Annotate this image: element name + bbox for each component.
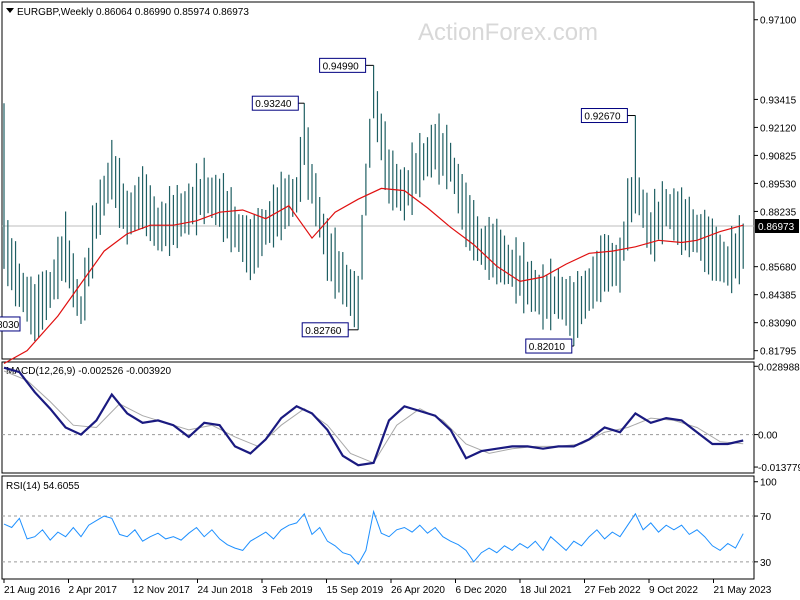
macd-axis: 0.028988 0.00 -0.013779 [754,362,800,474]
ohlc-label: 0.86064 0.86990 0.85974 0.86973 [96,7,249,18]
last-price-badge: 0.86973 [755,219,799,233]
dropdown-triangle-icon [6,8,14,13]
macd-tick-label: -0.013779 [758,463,800,474]
time-tick-label: 9 Oct 2022 [649,585,698,596]
moving-average-line [3,187,744,365]
price-tick-label: 0.89530 [760,179,797,190]
time-tick-label: 24 Jun 2018 [198,585,253,596]
time-tick-label: 3 Feb 2019 [262,585,313,596]
rsi-panel [1,475,755,580]
price-tick-label: 0.83090 [760,319,797,330]
rsi-tick-label: 70 [760,512,772,523]
price-tick-label: 0.92120 [760,123,797,134]
time-tick-label: 27 Feb 2022 [585,585,642,596]
time-tick-label: 21 May 2023 [714,585,772,596]
annotation-box [580,108,628,124]
rsi-axis: 100 70 30 [754,478,777,569]
time-tick-label: 21 Aug 2016 [4,585,61,596]
price-annotations: 0.93240 0.94990 0.92670 0.82760 0.82010 8030 [0,57,636,354]
rsi-title: RSI(14) 54.6055 [6,481,80,492]
price-bars [3,65,744,347]
price-axis: 0.97100 0.93415 0.92120 0.90825 0.89530 0.882… [754,16,797,358]
price-tick-label: 0.81795 [760,347,797,358]
price-tick-label: 0.90825 [760,151,797,162]
price-panel [1,1,755,360]
annotation-label: 0.92670 [584,112,621,123]
annotation-box [525,338,573,354]
time-tick-label: 6 Dec 2020 [456,585,508,596]
annotation-box [251,95,299,111]
watermark: ActionForex.com [418,19,598,46]
annotation-label: 0.94990 [323,61,360,72]
rsi-levels [2,515,754,563]
annotation-label: 8030 [0,320,20,331]
annotation-label: 0.82010 [529,342,566,353]
time-axis: 21 Aug 2016 2 Apr 2017 12 Nov 2017 24 Jun 2… [3,579,772,596]
time-tick-label: 2 Apr 2017 [69,585,118,596]
last-price-value: 0.86973 [758,222,795,233]
time-tick-label: 15 Sep 2019 [327,585,384,596]
rsi-tick-label: 30 [760,558,772,569]
price-tick-label: 0.97100 [760,16,797,27]
annotation-label: 0.93240 [255,99,292,110]
macd-panel [1,361,755,474]
price-tick-label: 0.84385 [760,291,797,302]
annotation-box [0,316,21,332]
price-tick-label: 0.93415 [760,95,797,106]
last-price-badge-bg [755,219,799,233]
price-tick-label: 0.85680 [760,263,797,274]
time-tick-label: 18 Jul 2021 [520,585,572,596]
macd-tick-label: 0.028988 [758,362,800,373]
symbol-label: EURGBP,Weekly [17,7,93,18]
chart-header: EURGBP,Weekly 0.86064 0.86990 0.85974 0.… [6,7,249,18]
time-tick-label: 26 Apr 2020 [391,585,445,596]
macd-title: MACD(12,26,9) -0.002526 -0.003920 [6,366,172,377]
macd-line [3,366,744,467]
rsi-line [3,509,744,565]
price-tick-label: 0.88235 [760,207,797,218]
annotation-label: 0.82760 [305,326,342,337]
annotation-box [301,322,349,338]
rsi-tick-label: 100 [760,478,777,489]
macd-tick-label: 0.00 [758,431,778,442]
annotation-box [319,57,367,73]
time-tick-label: 12 Nov 2017 [133,585,190,596]
